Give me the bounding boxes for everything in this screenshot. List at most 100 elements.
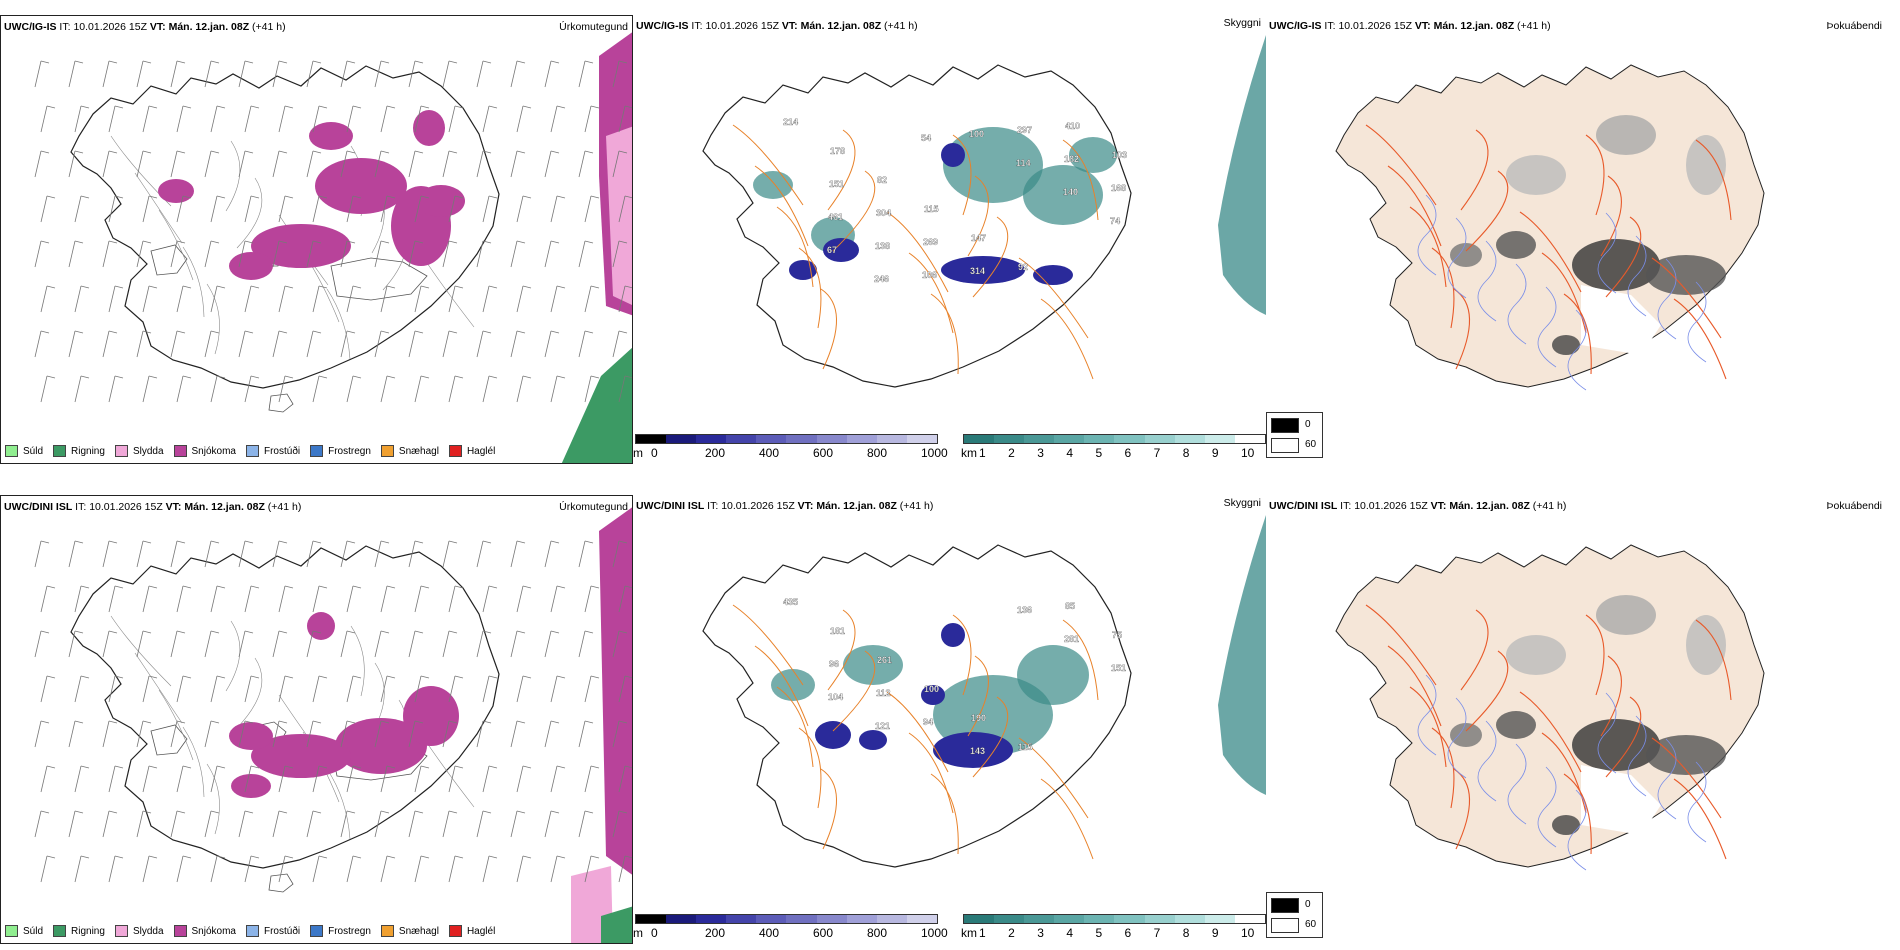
wind-barb <box>618 240 628 244</box>
wind-barb <box>380 810 390 814</box>
wind-barb <box>414 330 424 334</box>
road-line <box>930 293 959 375</box>
legend-swatch <box>448 925 462 937</box>
legend-item: Frostregn <box>310 445 371 457</box>
wind-barb <box>618 150 628 154</box>
wind-barb <box>148 765 158 769</box>
wind-barb <box>312 285 320 313</box>
fog-panel-bottom: UWC/DINI ISL IT: 10.01.2026 15Z VT: Mán.… <box>1266 495 1900 944</box>
wind-barb <box>216 105 226 109</box>
wind-barb <box>442 150 450 178</box>
wind-barb <box>544 630 552 658</box>
wind-barb <box>510 150 518 178</box>
wind-barb <box>516 720 526 724</box>
wind-barb <box>102 240 110 268</box>
wind-barb <box>448 630 458 634</box>
wind-barb <box>238 630 246 658</box>
wind-barb <box>108 150 118 154</box>
wind-barb <box>556 105 566 109</box>
river-line <box>1597 212 1617 294</box>
colorbar-tick-label: 3 <box>1037 446 1044 460</box>
colorbar-segment <box>666 915 697 923</box>
fog-area <box>1596 595 1656 635</box>
wind-barb <box>34 810 42 838</box>
legend-item: Frostregn <box>310 925 371 937</box>
wind-barb <box>380 105 388 133</box>
precip-map <box>34 32 632 463</box>
wind-barb <box>238 720 246 748</box>
road-line <box>1585 614 1605 696</box>
wind-barb <box>210 195 218 223</box>
wind-barb <box>318 765 328 769</box>
wind-barb <box>312 150 322 154</box>
legend-swatch <box>173 925 187 937</box>
wind-barb <box>522 585 532 589</box>
wind-barb <box>210 855 218 883</box>
wind-barb <box>216 765 226 769</box>
river-line <box>1447 217 1467 299</box>
wind-barb <box>624 375 632 379</box>
wind-barb <box>448 195 456 223</box>
wind-barb <box>176 540 186 544</box>
field-name: Úrkomutegund <box>559 21 628 33</box>
road-line <box>158 209 194 281</box>
wind-barb <box>40 195 48 223</box>
snow-area <box>599 507 632 875</box>
snow-area <box>251 224 351 268</box>
wind-barb <box>482 765 490 793</box>
wind-barb <box>488 585 498 589</box>
legend-label: Frostregn <box>328 925 371 937</box>
road-line <box>798 727 822 809</box>
wind-barb <box>108 330 118 334</box>
wind-barb <box>612 330 620 358</box>
wind-barb <box>40 105 48 133</box>
wind-barb <box>114 285 124 289</box>
wind-barb <box>250 375 260 379</box>
wind-barb <box>408 150 416 178</box>
wind-barb <box>114 675 124 679</box>
road-line <box>1563 773 1592 855</box>
wind-barb <box>414 240 424 244</box>
wind-barb <box>340 60 348 88</box>
wind-barb <box>108 855 116 883</box>
legend-item: Frostúði <box>245 445 300 457</box>
wind-barb <box>516 330 526 334</box>
ceiling-label: 54 <box>921 133 931 143</box>
wind-barb <box>312 540 322 544</box>
panel-header: UWC/IG-IS IT: 10.01.2026 15Z VT: Mán. 12… <box>636 20 918 32</box>
wind-barb <box>102 540 110 568</box>
wind-barb <box>278 195 286 223</box>
wind-barb <box>170 540 178 568</box>
colorbar-segment <box>786 915 817 923</box>
precip-legend: Súld Rigning Slydda Snjókoma Frostúði Frostre… <box>5 925 495 937</box>
colorbar-segment <box>846 435 877 443</box>
legend-swatch <box>173 445 187 457</box>
legend-swatch <box>5 445 18 457</box>
wind-barb <box>386 105 396 109</box>
wind-barb <box>40 375 48 403</box>
wind-barb <box>74 540 84 544</box>
legend-label: Snjókoma <box>191 925 236 937</box>
wind-barb <box>482 285 490 313</box>
road-line <box>754 165 809 247</box>
wind-barb <box>380 195 388 223</box>
wind-barb <box>170 240 178 268</box>
wind-barb <box>204 720 212 748</box>
wind-barb <box>312 585 320 613</box>
colorbar-segment <box>726 915 757 923</box>
wind-barb <box>550 285 558 313</box>
road-line <box>908 252 954 334</box>
wind-barb <box>272 810 280 838</box>
river-line <box>1447 697 1467 779</box>
legend-swatch <box>245 925 259 937</box>
fog-legend: 0 60 <box>1266 412 1323 458</box>
panel-header: UWC/DINI ISL IT: 10.01.2026 15Z VT: Mán.… <box>1269 500 1567 512</box>
wind-barb <box>476 150 484 178</box>
wind-barb <box>352 285 362 289</box>
ceiling-label: 261 <box>877 655 892 665</box>
wind-barb <box>346 630 356 634</box>
wind-barb <box>148 855 158 859</box>
wind-barb <box>272 150 280 178</box>
wind-barb <box>312 675 320 703</box>
wind-barb <box>148 285 158 289</box>
